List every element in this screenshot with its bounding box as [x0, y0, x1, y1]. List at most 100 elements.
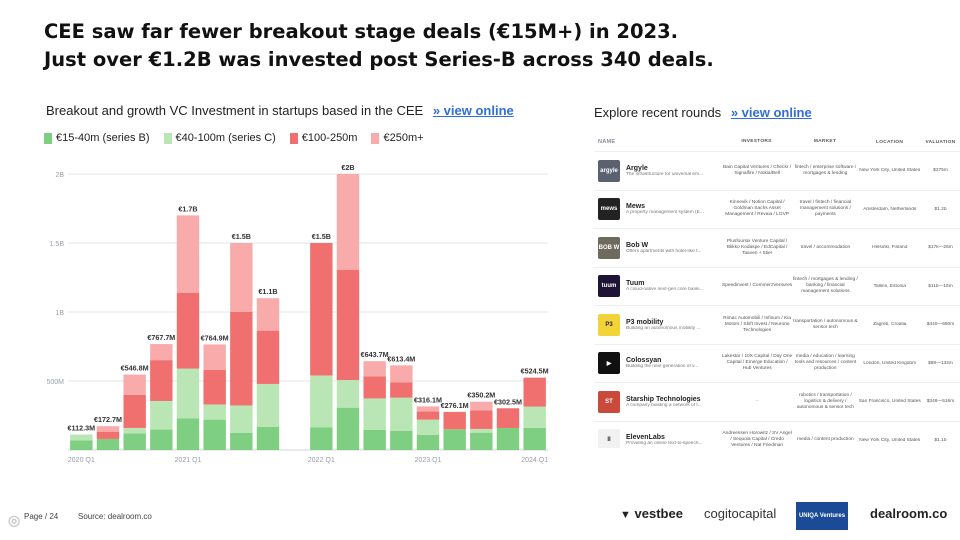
company-desc: Building an autonomous mobility ... — [626, 325, 701, 331]
bar-total-label: €350.2M — [467, 391, 495, 400]
company-name[interactable]: Mews — [626, 203, 646, 211]
table-row[interactable]: ▶ Colossyan Building the next generation o… — [594, 345, 960, 383]
bar-segment — [470, 401, 493, 411]
bar-segment — [203, 419, 226, 450]
cell-investors: Speedinvest / CommerzVentures — [722, 283, 793, 289]
bar-segment — [310, 375, 333, 428]
bar-segment — [176, 215, 200, 293]
bar-segment — [336, 407, 360, 450]
chart-title-text: Breakout and growth VC Investment in sta… — [46, 103, 424, 118]
cell-name: tuum Tuum A cloud-native next-gen core ban… — [594, 275, 722, 298]
bar-segment — [123, 394, 146, 428]
bar-total-label: €546.8M — [121, 364, 149, 373]
cell-name: mews Mews A property management system (E.… — [594, 198, 722, 221]
legend-item-250m-plus: €250m+ — [371, 132, 424, 144]
company-desc: A company building a network of t... — [626, 402, 702, 408]
bar-segment — [96, 426, 120, 432]
bar-total-label: €172.7M — [94, 415, 122, 424]
company-logo: mews — [598, 198, 620, 221]
bar-segment — [150, 400, 173, 430]
bar-segment — [470, 432, 493, 450]
legend-label: €40-100m (series C) — [175, 132, 276, 144]
legend-swatch — [163, 132, 172, 144]
bar-total-label: €2B — [341, 163, 354, 172]
col-market[interactable]: MARKET — [813, 139, 837, 144]
x-tick-label: 2023 Q1 — [415, 457, 442, 464]
bar-segment — [123, 374, 146, 395]
cell-market: fintech / mortgages & lending / banking … — [793, 277, 858, 295]
table-row[interactable]: P3 P3 mobility Building an autonomous mobi… — [594, 306, 960, 345]
col-investors[interactable]: INVESTORS — [741, 139, 772, 144]
bar-segment — [256, 330, 280, 384]
chart-title: Breakout and growth VC Investment in sta… — [46, 103, 514, 118]
investment-bar-chart: 500M 1B 1.5B 2B €112.3M€172.7M €546.8M €767.7M… — [46, 163, 549, 464]
bar-segment — [230, 432, 253, 450]
company-name[interactable]: ElevenLabs — [626, 434, 665, 442]
company-name[interactable]: Tuum — [626, 280, 645, 288]
view-online-link-chart[interactable]: » view online — [432, 103, 514, 118]
company-name[interactable]: Colossyan — [626, 357, 662, 365]
legend-item-100-250m: €100-250m — [289, 132, 357, 144]
bar-segment — [390, 382, 413, 398]
cell-name: argyle Argyle The infrastructure for unive… — [594, 159, 722, 182]
cell-name: P3 P3 mobility Building an autonomous mobi… — [594, 313, 722, 336]
view-online-link-rounds[interactable]: » view online — [730, 105, 812, 120]
headline-line-1: CEE saw far fewer breakout stage deals (… — [44, 20, 679, 43]
legend-label: €250m+ — [383, 132, 424, 144]
bar-segment — [230, 312, 253, 406]
bar-segment — [176, 292, 200, 369]
cell-valuation: $1.2b — [934, 206, 947, 212]
bar-segment — [390, 365, 413, 383]
bar-segment — [203, 369, 226, 405]
bar-segment — [96, 431, 120, 439]
bar-segment — [443, 411, 466, 430]
table-row[interactable]: tuum Tuum A cloud-native next-gen core ban… — [594, 268, 960, 306]
explore-title-text: Explore recent rounds — [594, 105, 722, 120]
legend-swatch — [371, 132, 380, 144]
bar-total-label: €1.5B — [232, 232, 251, 241]
company-text: Colossyan Building the next generation of… — [626, 357, 722, 369]
cell-market: travel / accommodation — [800, 244, 851, 250]
table-row[interactable]: argyle Argyle The infrastructure for unive… — [594, 152, 960, 191]
bar-total-label: €524.5M — [521, 367, 549, 376]
cell-name: II ElevenLabs Providing an online text-to-… — [594, 429, 722, 448]
bar-segment — [496, 408, 520, 428]
legend-swatch — [44, 132, 52, 144]
company-name[interactable]: Starship Technologies — [626, 395, 701, 403]
company-desc: Providing an online text-to-speech... — [626, 441, 703, 447]
table-row[interactable]: mews Mews A property management system (E.… — [594, 191, 960, 229]
company-logo: II — [598, 429, 620, 448]
bar-segment — [176, 368, 200, 419]
cell-valuation: $440—660m — [926, 322, 955, 328]
col-name[interactable]: NAME — [598, 139, 616, 145]
bar-segment — [363, 430, 386, 450]
bar-segment — [523, 406, 546, 428]
cell-investors: Kinnevik / Notion Capital / Goldman Sach… — [725, 200, 789, 218]
table-row[interactable]: ST Starship Technologies A company buildin… — [594, 383, 960, 422]
table-row[interactable]: BOB W Bob W Offers apartments with hotel-l… — [594, 229, 960, 268]
company-name[interactable]: P3 mobility — [626, 318, 664, 326]
bar-segment — [70, 440, 93, 450]
bar-segment — [390, 430, 413, 450]
explore-title: Explore recent rounds » view online — [594, 105, 812, 120]
company-logo: BOB W — [598, 236, 620, 259]
bar-segment — [96, 438, 120, 450]
bar-segment — [523, 377, 546, 407]
col-location[interactable]: LOCATION — [876, 139, 904, 145]
company-desc: Offers apartments with hotel-like f... — [626, 248, 702, 254]
bar-segment — [363, 398, 386, 431]
bar-segment — [203, 344, 226, 370]
cell-location: Zagreb, Croatia — [873, 322, 907, 328]
chart-legend: €15-40m (series B) €40-100m (series C) €… — [44, 132, 424, 144]
col-valuation[interactable]: VALUATION — [925, 139, 956, 145]
table-row[interactable]: II ElevenLabs Providing an online text-to-… — [594, 422, 960, 448]
company-text: Bob W Offers apartments with hotel-like f… — [626, 242, 722, 254]
y-tick-label: 1B — [55, 310, 64, 317]
company-name[interactable]: Argyle — [626, 164, 648, 172]
cell-location: London, United Kingdom — [863, 360, 917, 366]
cell-market: media / content production — [797, 437, 854, 443]
company-name[interactable]: Bob W — [626, 241, 649, 249]
bar-segment — [416, 434, 440, 450]
bar-segment — [310, 427, 333, 450]
cell-valuation: $275m — [933, 168, 948, 174]
